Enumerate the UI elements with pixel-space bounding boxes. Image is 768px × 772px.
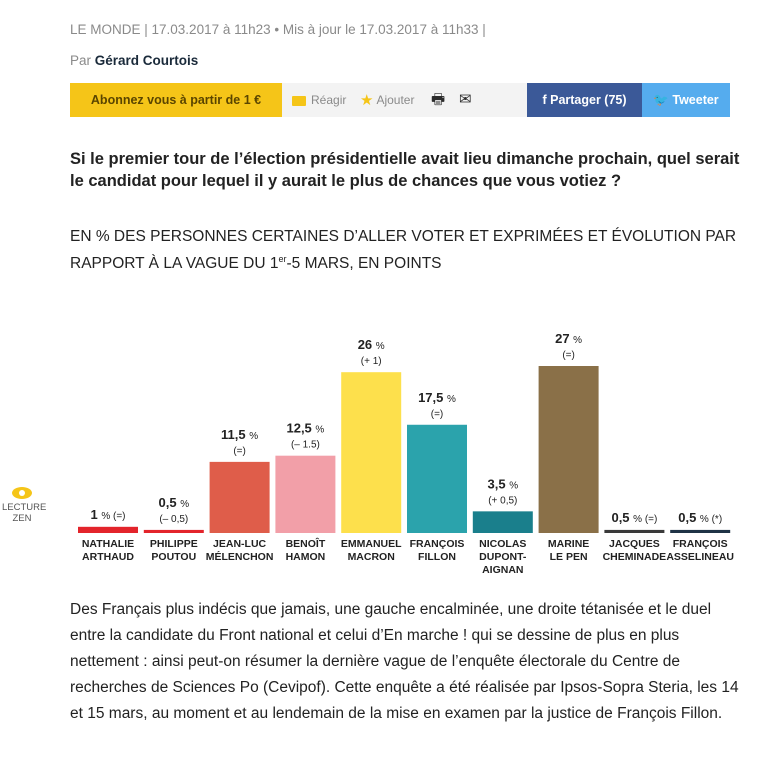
category-label-0-1: ARTHAUD [82,551,134,563]
category-label-3-0: BENOÎT [286,537,326,550]
category-label-6-0: NICOLAS [479,538,526,550]
eye-icon [12,487,32,499]
chart-question: Si le premier tour de l’élection préside… [70,150,740,190]
zen-label-1: LECTURE [2,502,47,513]
subscribe-button[interactable]: Abonnez vous à partir de 1 € [70,83,282,117]
bar-7 [538,366,599,533]
category-label-8-1: CHEMINADE [603,551,667,563]
value-label-8: 0,5 % (=) [611,510,657,525]
change-label-3: (– 1.5) [291,440,320,451]
category-label-2-0: JEAN-LUC [213,538,267,550]
category-label-5-0: FRANÇOIS [410,538,465,550]
article-paragraph: Des Français plus indécis que jamais, un… [70,601,739,722]
category-label-6-1: DUPONT- [479,551,527,563]
mail-icon[interactable]: ✉ [459,91,472,108]
value-label-1: 0,5 % [159,495,190,510]
value-label-5: 17,5 % [418,390,456,405]
bar-3 [275,455,336,533]
category-label-7-1: LE PEN [550,551,588,563]
change-label-4: (+ 1) [361,356,382,367]
value-label-0: 1 % (=) [90,507,125,522]
category-label-4-0: EMMANUEL [341,538,402,550]
bar-2 [209,461,270,533]
change-label-7: (=) [562,350,575,361]
category-label-9-1: ASSELINEAU [666,551,734,563]
article-meta: LE MONDE | 17.03.2017 à 11h23 • Mis à jo… [70,22,486,37]
print-icon[interactable]: 🖶 [431,91,446,108]
facebook-share-button[interactable]: f Partager (75) [527,83,642,117]
change-label-1: (– 0,5) [159,514,188,525]
bar-1 [143,529,204,533]
zen-label-2: ZEN [12,513,32,524]
react-button[interactable]: Réagir [292,83,346,117]
value-label-9: 0,5 % (*) [678,510,722,525]
reading-mode-toggle[interactable]: LECTURE ZEN [2,487,46,524]
bar-0 [78,526,138,533]
category-label-7-0: MARINE [548,538,589,550]
bar-8 [604,529,665,533]
twitter-icon: 🐦 [653,93,669,107]
tweet-label: Tweeter [672,93,719,107]
category-label-5-1: FILLON [418,551,456,563]
bar-5 [407,424,467,533]
category-label-2-1: MÉLENCHON [206,550,274,563]
category-label-3-1: HAMON [286,551,326,563]
change-label-6: (+ 0,5) [488,495,517,506]
add-label: Ajouter [376,93,415,107]
category-label-4-1: MACRON [348,551,395,563]
value-label-4: 26 % [358,337,385,352]
category-label-0-0: NATHALIE [82,538,134,550]
category-label-1-1: POUTOU [151,551,196,563]
add-button[interactable]: ★ Ajouter [360,83,414,117]
byline: Par Gérard Courtois [70,53,198,68]
chart-subtitle: EN % DES PERSONNES CERTAINES D’ALLER VOT… [70,228,737,273]
bar-4 [341,372,402,533]
category-label-8-0: JACQUES [609,538,660,550]
bar-6 [472,511,533,533]
value-label-7: 27 % [555,331,582,346]
react-label: Réagir [311,93,347,107]
category-label-9-0: FRANÇOIS [673,538,728,550]
star-icon: ★ [360,91,374,109]
tweet-button[interactable]: 🐦 Tweeter [642,83,730,117]
value-label-2: 11,5 % [221,427,258,442]
category-label-1-0: PHILIPPE [150,538,198,550]
comment-icon [292,95,306,106]
change-label-5: (=) [431,409,444,420]
article-toolbar: Abonnez vous à partir de 1 € Réagir ★ Ajo… [70,83,730,117]
byline-prefix: Par [70,53,92,68]
author-link[interactable]: Gérard Courtois [94,53,199,68]
change-label-2: (=) [233,446,246,457]
category-label-6-2: AIGNAN [482,564,523,576]
value-label-3: 12,5 % [286,421,324,436]
value-label-6: 3,5 % [488,476,519,491]
bar-9 [670,529,731,533]
